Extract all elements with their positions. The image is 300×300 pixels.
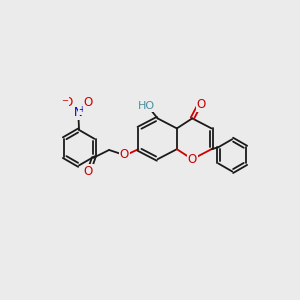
Text: O: O	[84, 97, 93, 110]
Text: O: O	[120, 148, 129, 161]
Text: O: O	[64, 97, 73, 110]
Text: −: −	[61, 96, 68, 105]
Text: +: +	[78, 105, 85, 114]
Text: O: O	[197, 98, 206, 111]
Text: N: N	[74, 106, 83, 119]
Text: HO: HO	[137, 101, 154, 111]
Text: O: O	[84, 165, 93, 178]
Text: O: O	[188, 154, 197, 166]
